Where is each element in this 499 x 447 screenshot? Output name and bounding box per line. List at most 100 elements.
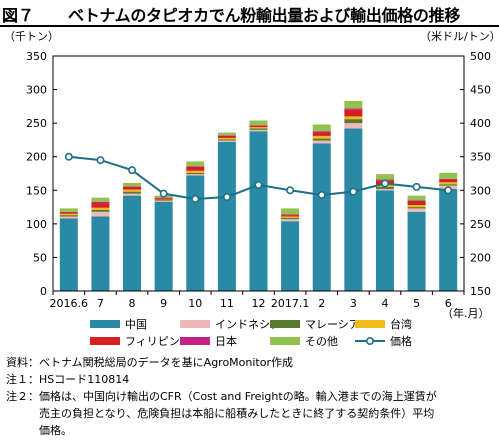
left-tick-label: 150	[26, 184, 47, 197]
bar-segment	[123, 189, 142, 192]
bar-segment	[249, 128, 268, 130]
bar-segment	[312, 138, 331, 141]
bar-segment	[154, 199, 173, 201]
bar-segment	[123, 186, 142, 190]
bar-stack	[91, 197, 110, 291]
bar-segment	[407, 201, 426, 206]
right-tick-label: 350	[470, 151, 491, 164]
bar-segment	[217, 137, 236, 140]
note: 注２： 価格は、中国向け輸出のCFR（Cost and Freightの略。輸入港…	[6, 388, 496, 439]
bar-stack	[344, 100, 363, 291]
x-tick-label: 8	[129, 297, 136, 310]
bar-segment	[59, 216, 78, 219]
left-tick-label: 200	[26, 151, 47, 164]
x-axis-ticks: 2016.6 7 8 9 10 11 12 2017.1 2 3 4 5 6	[50, 291, 465, 310]
left-axis-ticks: 0 50 100 150 200 250 300 350	[26, 50, 57, 298]
bar-segment	[217, 135, 236, 136]
bar-segment	[154, 200, 173, 202]
x-unit-label: （年.月）	[442, 306, 490, 320]
legend-item: マレーシア	[270, 318, 360, 331]
bar-segment	[439, 179, 458, 183]
bar-segment	[375, 174, 394, 180]
bar-segment	[281, 208, 300, 215]
bar-segment	[186, 175, 205, 291]
bar-segment	[407, 208, 426, 212]
legend-label: 台湾	[390, 317, 412, 331]
x-tick-label: 6	[445, 297, 452, 310]
bar-segment	[59, 213, 78, 216]
bar-segment	[344, 109, 363, 117]
bar-stack	[123, 182, 142, 291]
legend-item: 価格	[355, 334, 412, 348]
x-tick-label: 2	[318, 297, 325, 310]
bar-segment	[375, 186, 394, 189]
figure-header: 図７ ベトナムのタピオカでん粉輸出量および輸出価格の推移	[0, 0, 499, 28]
bar-stack	[407, 195, 426, 291]
price-point	[317, 190, 326, 199]
right-tick-label: 450	[470, 84, 491, 97]
price-point	[222, 193, 231, 202]
price-point	[96, 156, 105, 165]
bar-segment	[281, 219, 300, 222]
legend-swatch	[355, 320, 385, 328]
bar-segment	[217, 140, 236, 142]
bar-segment	[281, 214, 300, 216]
legend-item: フィリピン	[90, 335, 180, 348]
bar-segment	[281, 221, 300, 291]
bar-segment	[344, 123, 363, 129]
legend-label: 日本	[215, 334, 237, 348]
note-line: ベトナム関税総局のデータを基にAgroMonitor作成	[39, 356, 294, 369]
note-key: 注２：	[6, 390, 39, 403]
bar-segment	[312, 140, 331, 144]
bar-segment	[91, 203, 110, 208]
note: 注１： HSコード110814	[6, 371, 496, 388]
bar-series	[59, 100, 458, 291]
note-text: 価格は、中国向け輸出のCFR（Cost and Freightの略。輸入港までの…	[39, 388, 496, 439]
right-tick-label: 200	[470, 251, 491, 264]
legend-swatch	[90, 320, 120, 328]
bar-stack	[312, 124, 331, 291]
bar-segment	[407, 195, 426, 201]
price-point	[254, 180, 263, 189]
price-point	[444, 186, 453, 195]
bar-segment	[123, 186, 142, 187]
note-key: 資料：	[6, 356, 39, 369]
chart: （千トン） （米ドル/トン） 0 50 100 150 200 250 300 350 150…	[4, 30, 499, 348]
bar-segment	[217, 139, 236, 141]
bar-stack	[249, 120, 268, 291]
bar-segment	[154, 198, 173, 200]
bar-segment	[154, 197, 173, 199]
price-point	[380, 179, 389, 188]
legend-swatch	[90, 337, 120, 345]
bar-segment	[186, 166, 205, 167]
bar-segment	[344, 119, 363, 124]
notes: 資料： ベトナム関税総局のデータを基にAgroMonitor作成注１： HSコード1…	[6, 354, 496, 439]
legend-label: インドネシア	[215, 318, 281, 331]
legend-swatch	[270, 320, 300, 328]
bar-segment	[249, 120, 268, 126]
bar-segment	[217, 132, 236, 136]
bar-segment	[407, 200, 426, 202]
x-tick-label: 10	[188, 297, 202, 310]
right-axis-label: （米ドル/トン）	[420, 30, 499, 43]
bar-stack	[217, 132, 236, 291]
left-tick-label: 50	[33, 251, 47, 264]
bar-segment	[344, 116, 363, 120]
right-tick-label: 300	[470, 184, 491, 197]
bar-segment	[281, 216, 300, 218]
x-tick-label: 5	[413, 297, 420, 310]
right-axis-ticks: 150 200 250 300 350 400 450 500	[460, 50, 491, 298]
note-line: HSコード110814	[39, 373, 130, 386]
left-tick-label: 100	[26, 218, 47, 231]
bar-segment	[439, 178, 458, 180]
bar-segment	[186, 161, 205, 167]
bar-segment	[249, 125, 268, 126]
legend-label: フィリピン	[125, 335, 180, 348]
legend-item: 日本	[180, 334, 237, 348]
bar-segment	[312, 124, 331, 132]
x-tick-label: 4	[381, 297, 388, 310]
x-tick-label: 11	[220, 297, 234, 310]
x-tick-label: 2017.1	[271, 297, 310, 310]
legend-item: 中国	[90, 318, 147, 331]
